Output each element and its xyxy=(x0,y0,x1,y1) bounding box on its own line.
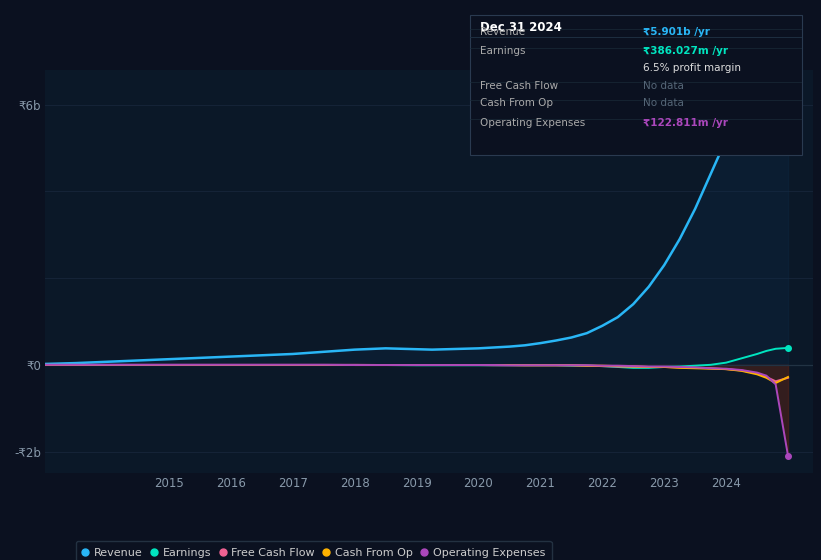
Text: Revenue: Revenue xyxy=(480,27,525,38)
Text: No data: No data xyxy=(643,98,684,108)
Text: ₹5.901b /yr: ₹5.901b /yr xyxy=(643,27,709,38)
Text: 6.5% profit margin: 6.5% profit margin xyxy=(643,63,741,73)
Text: Operating Expenses: Operating Expenses xyxy=(480,118,585,128)
Text: Cash From Op: Cash From Op xyxy=(480,98,553,108)
FancyBboxPatch shape xyxy=(470,15,802,155)
Legend: Revenue, Earnings, Free Cash Flow, Cash From Op, Operating Expenses: Revenue, Earnings, Free Cash Flow, Cash … xyxy=(76,541,552,560)
Text: Dec 31 2024: Dec 31 2024 xyxy=(480,21,562,34)
Text: Free Cash Flow: Free Cash Flow xyxy=(480,81,558,91)
Text: ₹386.027m /yr: ₹386.027m /yr xyxy=(643,46,727,57)
Text: ₹122.811m /yr: ₹122.811m /yr xyxy=(643,118,727,128)
Text: No data: No data xyxy=(643,81,684,91)
Text: Earnings: Earnings xyxy=(480,46,525,57)
